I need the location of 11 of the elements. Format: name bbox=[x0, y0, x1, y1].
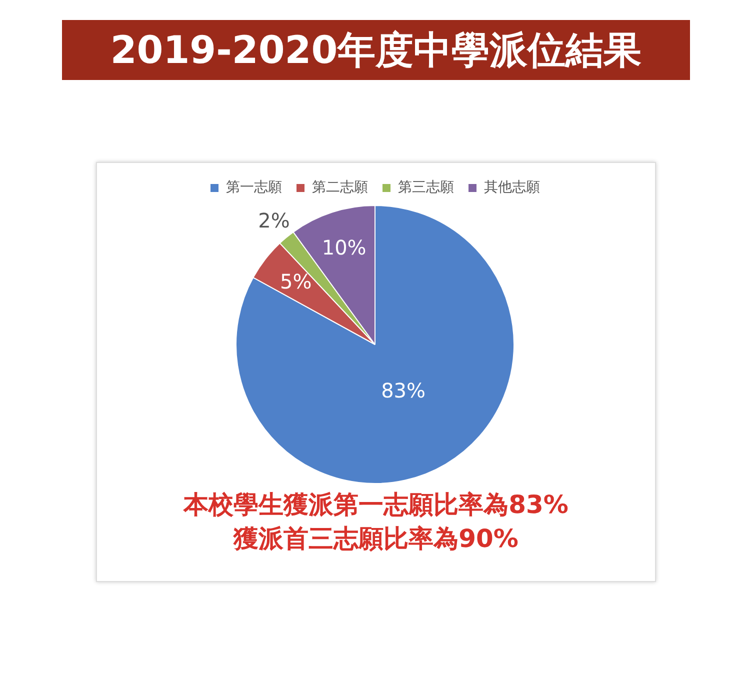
legend-label: 第一志願 bbox=[226, 180, 282, 196]
data-label: 5% bbox=[280, 269, 312, 294]
text: 本校學生獲派第一志願比率為83% bbox=[182, 489, 570, 521]
legend-label: 第三志願 bbox=[398, 180, 454, 196]
text: 獲派首三志願比率為90% bbox=[232, 523, 520, 555]
data-label: 2% bbox=[258, 208, 290, 233]
data-label: 10% bbox=[322, 236, 366, 260]
legend-label: 第二志願 bbox=[312, 180, 368, 196]
data-label: 83% bbox=[381, 378, 426, 403]
legend-label: 其他志願 bbox=[484, 180, 540, 196]
chart-title: 2019-2020年度中學派位結果 bbox=[62, 20, 690, 80]
